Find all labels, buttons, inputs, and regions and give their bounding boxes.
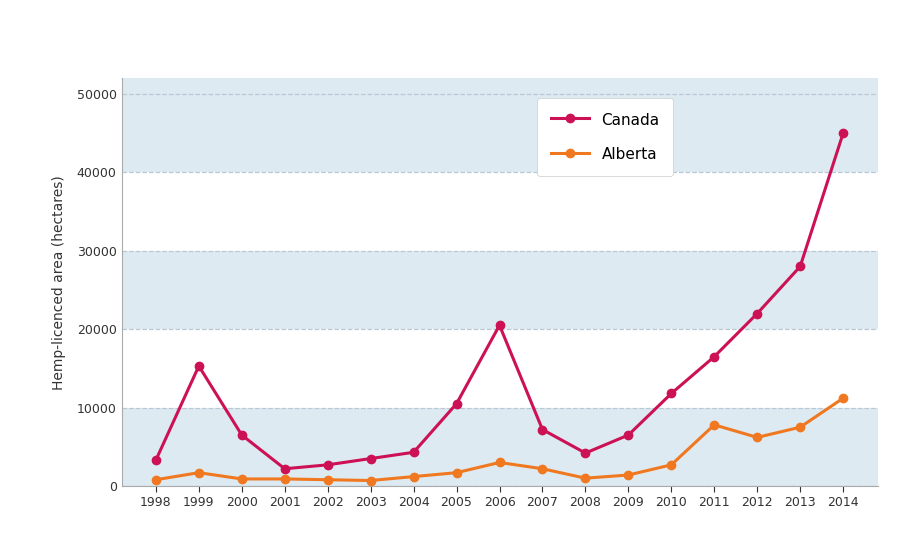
Line: Alberta: Alberta <box>152 394 847 485</box>
Legend: Canada, Alberta: Canada, Alberta <box>537 98 673 176</box>
Alberta <box>838 395 849 401</box>
Alberta <box>237 476 248 482</box>
Alberta <box>451 469 462 476</box>
Canada <box>150 457 161 463</box>
Alberta <box>795 424 806 430</box>
Canada <box>194 363 204 369</box>
Line: Canada: Canada <box>152 129 847 473</box>
Alberta <box>752 434 762 441</box>
Alberta <box>580 475 590 481</box>
Alberta <box>666 462 677 468</box>
Alberta <box>365 477 376 484</box>
Canada <box>623 432 634 438</box>
Bar <box>122 172 878 251</box>
Text: Hemp-licensed Area in Alberta and Canada: Hemp-licensed Area in Alberta and Canada <box>247 29 752 49</box>
Y-axis label: Hemp-licenced area (hectares): Hemp-licenced area (hectares) <box>51 175 66 389</box>
Canada <box>580 450 590 456</box>
Alberta <box>709 422 720 428</box>
Alberta <box>409 474 419 480</box>
Canada <box>279 465 290 472</box>
Alberta <box>322 476 333 483</box>
Canada <box>795 263 806 269</box>
Canada <box>409 449 419 456</box>
Alberta <box>279 476 290 482</box>
Canada <box>451 401 462 407</box>
Alberta <box>194 469 204 476</box>
Canada <box>322 462 333 468</box>
Canada <box>666 390 677 397</box>
Alberta <box>494 459 505 465</box>
Alberta <box>537 465 548 472</box>
Canada <box>838 130 849 137</box>
Canada <box>752 310 762 317</box>
Alberta <box>150 476 161 483</box>
Canada <box>709 353 720 360</box>
Bar <box>122 329 878 408</box>
Canada <box>537 426 548 433</box>
Canada <box>494 322 505 328</box>
Canada <box>365 455 376 462</box>
Alberta <box>623 472 634 478</box>
Canada <box>237 432 248 438</box>
